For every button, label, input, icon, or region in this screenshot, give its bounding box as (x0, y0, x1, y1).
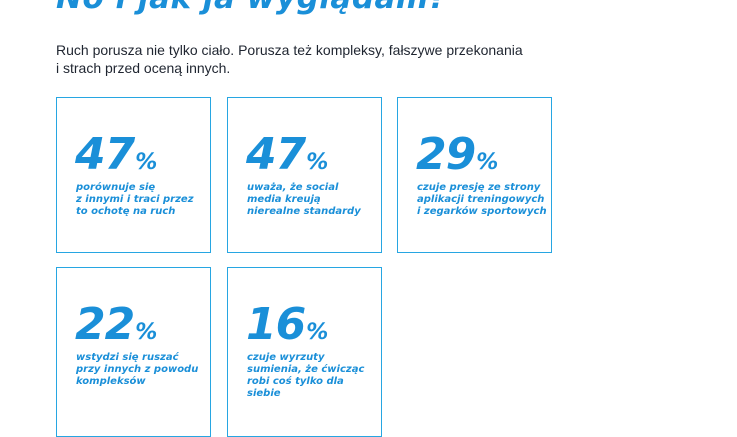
page-title: No i jak ja wyglądam? (56, 0, 447, 16)
intro-text: Ruch porusza nie tylko ciało. Porusza te… (56, 42, 523, 76)
stat-unit: % (476, 150, 499, 175)
stat-value: 29 (416, 129, 476, 180)
stat-card: 47% uważa, że social media kreują nierea… (227, 97, 382, 253)
stat-description: czuje presję ze strony aplikacji trening… (417, 182, 547, 217)
stat-unit: % (135, 320, 158, 345)
stat-card: 47% porównuje się z innymi i traci przez… (56, 97, 211, 253)
stat-value: 47 (246, 129, 306, 180)
stat-card: 22% wstydzi się ruszać przy innych z pow… (56, 267, 211, 437)
stat-value: 22 (75, 299, 135, 350)
stat-description: porównuje się z innymi i traci przez to … (76, 182, 194, 217)
stat-description: wstydzi się ruszać przy innych z powodu … (76, 352, 199, 387)
stat-value: 16 (246, 299, 306, 350)
stat-card: 16% czuje wyrzuty sumienia, że ćwicząc r… (227, 267, 382, 437)
stat-figure: 16% (246, 299, 328, 350)
stat-value: 47 (75, 129, 135, 180)
stat-figure: 29% (416, 129, 498, 180)
stat-card: 29% czuje presję ze strony aplikacji tre… (397, 97, 552, 253)
stat-figure: 22% (75, 299, 157, 350)
stat-figure: 47% (75, 129, 157, 180)
stat-unit: % (306, 150, 329, 175)
stat-unit: % (135, 150, 158, 175)
stat-figure: 47% (246, 129, 328, 180)
stat-description: czuje wyrzuty sumienia, że ćwicząc robi … (247, 352, 365, 399)
stat-unit: % (306, 320, 329, 345)
stat-description: uważa, że social media kreują nierealne … (247, 182, 361, 217)
